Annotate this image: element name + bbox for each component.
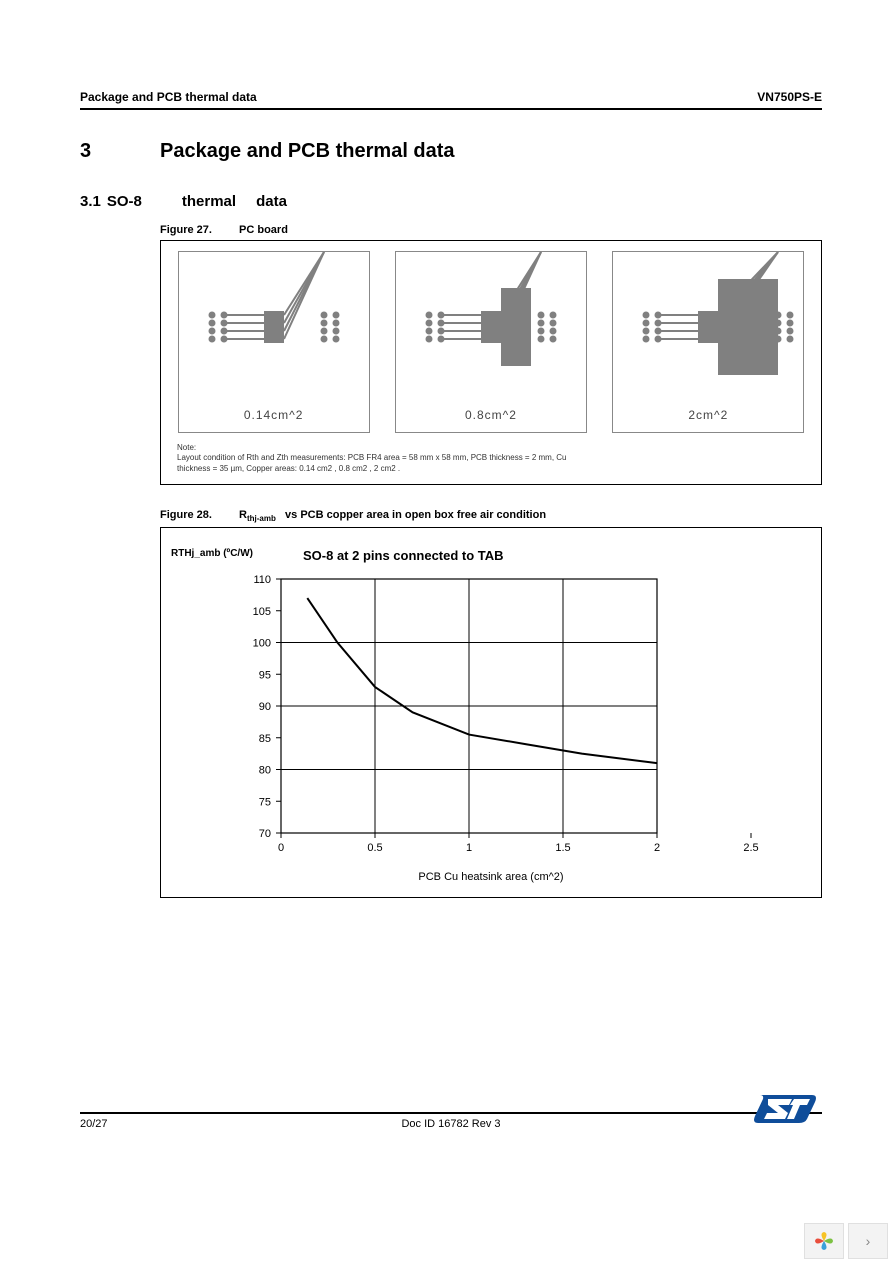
svg-text:2: 2 [654, 842, 660, 854]
header-left: Package and PCB thermal data [80, 90, 257, 104]
svg-text:1: 1 [466, 842, 472, 854]
subsection-word-data: data [256, 193, 287, 210]
chart-area: 0 0.5 1 1.5 2 2.5 70 75 80 85 90 95 100 105 110 [211, 569, 771, 869]
subsection-number: 3.1 [80, 193, 101, 210]
note-line2: Layout condition of Rth and Zth measurem… [177, 453, 811, 463]
svg-text:85: 85 [259, 733, 271, 745]
subsection-word-thermal: thermal [182, 193, 236, 210]
svg-text:1.5: 1.5 [555, 842, 570, 854]
board-svg [613, 252, 803, 402]
next-button[interactable]: › [848, 1223, 888, 1259]
svg-text:90: 90 [259, 701, 271, 713]
svg-text:95: 95 [259, 670, 271, 682]
board-svg [179, 252, 369, 402]
board-label: 2cm^2 [613, 408, 803, 422]
figure28-rest: vs PCB copper area in open box free air … [285, 509, 546, 521]
chart-svg: 0 0.5 1 1.5 2 2.5 70 75 80 85 90 95 100 105 110 [211, 569, 771, 869]
figure27-frame: 0.14cm^2 0.8cm^2 2cm^2 Note: Layout condit… [160, 240, 822, 485]
section-heading: 3 Package and PCB thermal data [80, 140, 822, 163]
flower-button[interactable] [804, 1223, 844, 1259]
figure27-title: PC board [239, 224, 288, 236]
board-svg [396, 252, 586, 402]
figure28-caption: Figure 28. Rthj-amb vs PCB copper area i… [160, 509, 822, 523]
figure28-frame: RTHj_amb (ºC/W) SO-8 at 2 pins connected… [160, 527, 822, 898]
figure27-note: Note: Layout condition of Rth and Zth me… [177, 443, 811, 474]
subsection-heading: 3.1 SO-8 thermal data [80, 193, 822, 210]
svg-text:110: 110 [253, 574, 271, 586]
figure28-number: Figure 28. [160, 509, 212, 521]
svg-text:0.5: 0.5 [367, 842, 382, 854]
figure27-caption: Figure 27. PC board [160, 224, 822, 236]
chevron-right-icon: › [866, 1233, 871, 1249]
svg-text:105: 105 [253, 606, 271, 618]
footer-doc-id: Doc ID 16782 Rev 3 [80, 1118, 822, 1130]
note-line1: Note: [177, 443, 811, 453]
page-header: Package and PCB thermal data VN750PS-E [80, 90, 822, 110]
header-right: VN750PS-E [757, 90, 822, 104]
board-label: 0.14cm^2 [179, 408, 369, 422]
svg-text:70: 70 [259, 828, 271, 840]
subsection-package: SO-8 [107, 193, 142, 210]
section-number: 3 [80, 140, 160, 163]
svg-text:80: 80 [259, 765, 271, 777]
chart-x-axis-label: PCB Cu heatsink area (cm^2) [171, 871, 811, 883]
board-label: 0.8cm^2 [396, 408, 586, 422]
figure28-subscript: thj-amb [247, 514, 276, 523]
section-title: Package and PCB thermal data [160, 140, 455, 163]
note-line3: thickness = 35 µm, Copper areas: 0.14 cm… [177, 464, 811, 474]
svg-text:75: 75 [259, 797, 271, 809]
board-box: 0.14cm^2 [178, 251, 370, 433]
st-logo [752, 1087, 822, 1132]
board-box: 0.8cm^2 [395, 251, 587, 433]
chart-y-axis-label: RTHj_amb (ºC/W) [171, 548, 253, 559]
chart-title: SO-8 at 2 pins connected to TAB [273, 548, 811, 563]
svg-text:100: 100 [253, 638, 271, 650]
svg-text:0: 0 [278, 842, 284, 854]
page-footer: 20/27 Doc ID 16782 Rev 3 [80, 1112, 822, 1130]
svg-text:2.5: 2.5 [743, 842, 758, 854]
page: Package and PCB thermal data VN750PS-E 3… [0, 0, 892, 1200]
board-box: 2cm^2 [612, 251, 804, 433]
figure27-number: Figure 27. [160, 224, 212, 236]
boards-row: 0.14cm^2 0.8cm^2 2cm^2 [171, 251, 811, 433]
figure28-rth: R [239, 509, 247, 521]
bottom-buttons: › [804, 1223, 888, 1259]
